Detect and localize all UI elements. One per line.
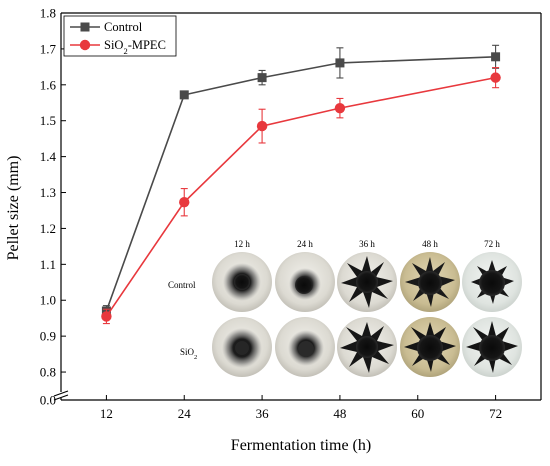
- inset-column-24-h: 24 h: [297, 239, 313, 249]
- legend-label-control: Control: [104, 20, 143, 34]
- y-ticks: 0.0 0.8 0.9 1.0 1.1 1.2 1.3 1.4 1.5 1.6 1.7 1.8: [40, 6, 66, 408]
- micrograph-sio2-12h: [212, 317, 272, 377]
- x-tick-label-60: 60: [411, 406, 424, 421]
- x-axis-title: Fermentation time (h): [231, 437, 371, 454]
- inset-column-36-h: 36 h: [359, 239, 375, 249]
- legend-entry-sio2-mpec: SiO2-MPEC: [70, 38, 166, 56]
- axes: [53, 12, 542, 401]
- y-tick-label-0-9: 0.9: [40, 329, 56, 344]
- x-tick-label-48: 48: [333, 406, 346, 421]
- y-axis-title: Pellet size (mm): [5, 156, 22, 261]
- micrograph-sio2-24h: [275, 317, 335, 377]
- y-tick-label-1-1: 1.1: [40, 257, 56, 272]
- point-control-24: [179, 90, 189, 100]
- point-control-48: [335, 58, 345, 68]
- x-tick-label-24: 24: [178, 406, 192, 421]
- point-sio2-mpec-24: [179, 197, 190, 208]
- legend-entry-control: Control: [70, 20, 143, 34]
- inset-column-48-h: 48 h: [422, 239, 438, 249]
- series-sio2-mpec: [101, 67, 501, 325]
- micrograph-control-24h: [275, 252, 335, 312]
- legend-label-sio2-mpec: SiO2-MPEC: [104, 38, 166, 56]
- point-sio2-mpec-48: [334, 102, 346, 114]
- point-control-36: [257, 73, 267, 83]
- legend-marker-sio2-mpec: [79, 39, 91, 51]
- y-tick-label-1-3: 1.3: [40, 185, 56, 200]
- plot-area: [101, 44, 501, 325]
- y-axis-break: [53, 390, 69, 401]
- x-tick-label-12: 12: [100, 406, 113, 421]
- legend-marker-control: [80, 22, 90, 32]
- y-tick-label-0-8: 0.8: [40, 365, 56, 380]
- y-tick-label-1-7: 1.7: [40, 41, 57, 56]
- micrograph-inset: 12 h 24 h 36 h 48 h 72 h Control SiO2: [168, 239, 522, 377]
- micrograph-sio2-72h: [462, 317, 522, 377]
- inset-column-72-h: 72 h: [484, 239, 500, 249]
- inset-column-12-h: 12 h: [234, 239, 250, 249]
- x-ticks: 12 24 36 48 60 72: [100, 395, 502, 421]
- x-tick-label-36: 36: [256, 406, 270, 421]
- legend: Control SiO2-MPEC: [63, 15, 177, 57]
- micrograph-control-12h: [212, 252, 272, 312]
- y-tick-label-1-4: 1.4: [40, 149, 57, 164]
- micrograph-control-48h: [400, 252, 460, 312]
- inset-row-label-control: Control: [168, 280, 196, 290]
- micrograph-control-72h: [462, 252, 522, 312]
- y-tick-label-1-0: 1.0: [40, 293, 56, 308]
- micrograph-sio2-48h: [400, 317, 460, 377]
- point-control-72: [491, 52, 501, 62]
- y-tick-label-1-6: 1.6: [40, 77, 57, 92]
- micrograph-control-36h: [337, 252, 397, 312]
- y-tick-label-1-8: 1.8: [40, 6, 56, 21]
- y-tick-label-0-0: 0.0: [40, 393, 56, 408]
- point-sio2-mpec-72: [490, 72, 501, 83]
- point-sio2-mpec-36: [256, 120, 268, 132]
- y-tick-label-1-5: 1.5: [40, 113, 56, 128]
- x-tick-label-72: 72: [489, 406, 502, 421]
- inset-row-label-sio2: SiO2: [180, 347, 197, 361]
- y-tick-label-1-2: 1.2: [40, 221, 56, 236]
- inset-column-headers: 12 h 24 h 36 h 48 h 72 h: [234, 239, 500, 249]
- micrograph-sio2-36h: [337, 317, 397, 377]
- point-sio2-mpec-12: [101, 311, 112, 322]
